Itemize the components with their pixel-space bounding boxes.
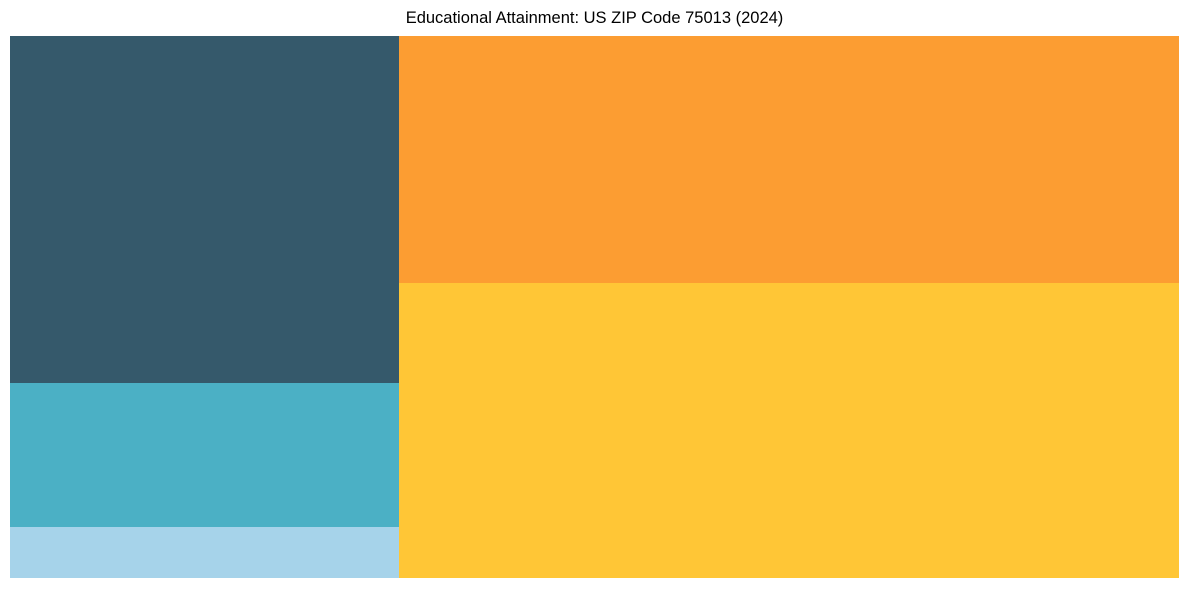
treemap-tile-light-blue xyxy=(10,527,399,578)
treemap-tile-teal xyxy=(10,383,399,527)
treemap-tile-yellow xyxy=(399,283,1179,578)
treemap-tile-dark-slate xyxy=(10,36,399,383)
treemap xyxy=(10,36,1179,578)
treemap-tile-orange xyxy=(399,36,1179,283)
chart-title: Educational Attainment: US ZIP Code 7501… xyxy=(405,9,784,27)
